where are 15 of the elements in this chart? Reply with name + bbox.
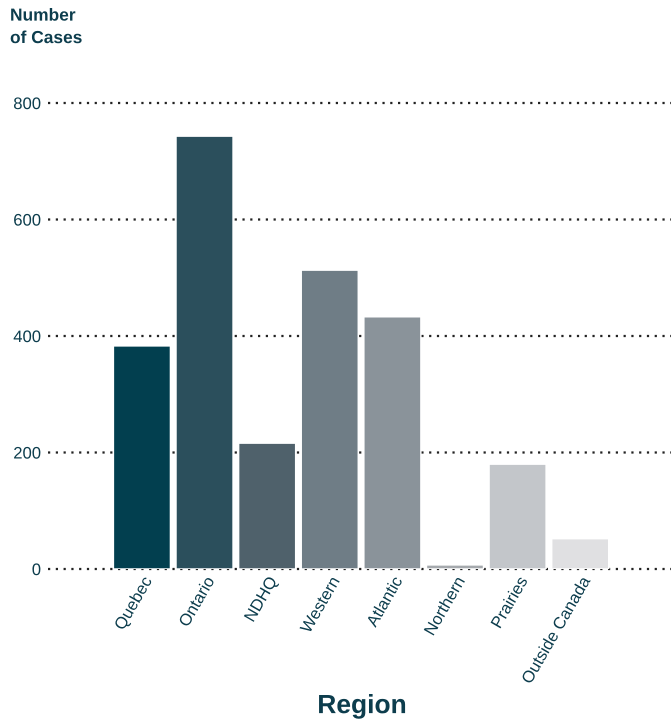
- bar: [238, 442, 296, 569]
- bar: [426, 564, 484, 569]
- y-tick-label: 600: [14, 214, 40, 226]
- y-tick-label: 400: [14, 330, 40, 342]
- y-tick-label: 800: [14, 97, 40, 110]
- bar: [175, 136, 234, 569]
- y-tick-label: 200: [14, 446, 40, 459]
- bar: [112, 345, 172, 569]
- y-axis-title: Number of Cases: [10, 8, 82, 44]
- y-tick-label: 0: [32, 563, 40, 576]
- bar: [551, 538, 610, 569]
- x-axis-title: Region: [319, 694, 406, 719]
- bar: [363, 316, 422, 569]
- bar: [488, 463, 547, 569]
- bar: [300, 269, 359, 569]
